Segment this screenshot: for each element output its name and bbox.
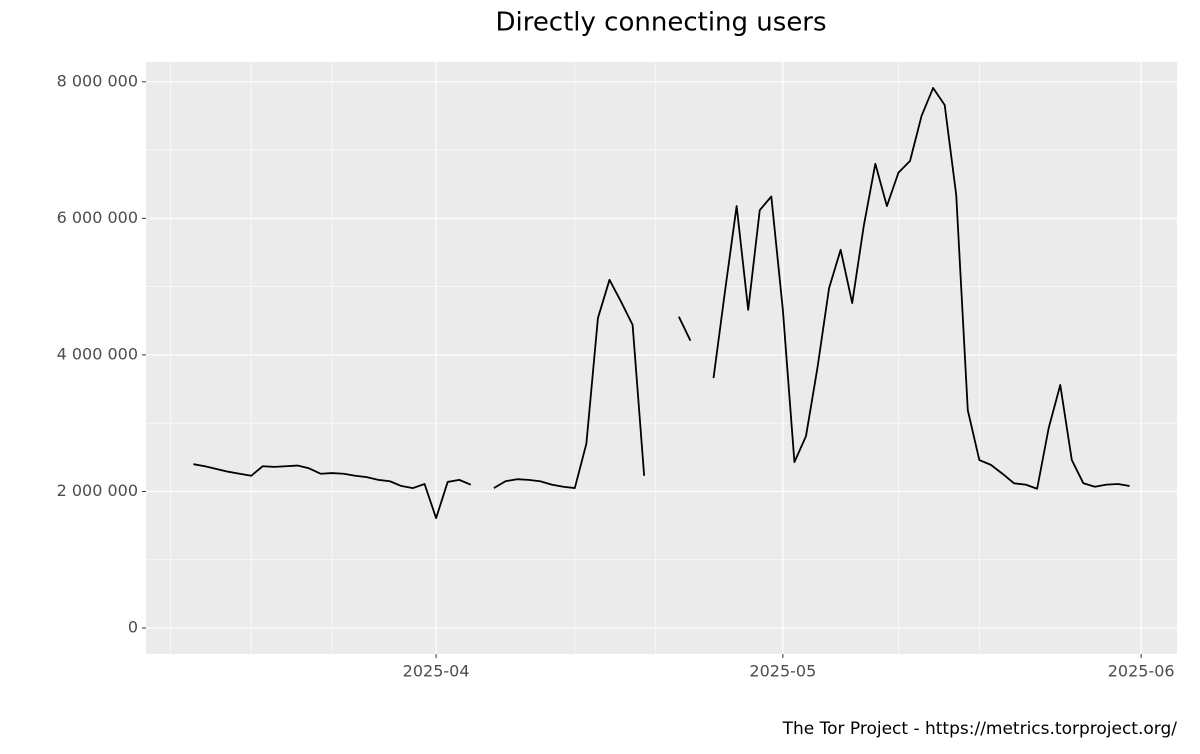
chart-title: Directly connecting users	[495, 8, 826, 38]
caption: The Tor Project - https://metrics.torpro…	[782, 719, 1178, 739]
y-tick-label: 0	[128, 618, 138, 637]
x-tick-label: 2025-06	[1108, 662, 1175, 681]
data-line	[193, 87, 1130, 520]
plot-panel	[146, 62, 1177, 654]
x-tick-label: 2025-05	[749, 662, 816, 681]
y-tick-label: 8 000 000	[57, 71, 138, 90]
x-tick-label: 2025-04	[403, 662, 470, 681]
y-tick-label: 4 000 000	[57, 344, 138, 363]
y-tick-label: 2 000 000	[57, 481, 138, 500]
y-tick-label: 6 000 000	[57, 208, 138, 227]
